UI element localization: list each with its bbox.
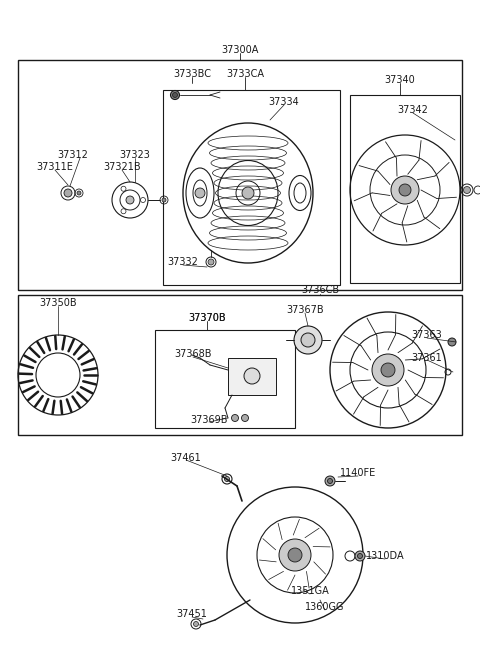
Bar (228, 358, 276, 395)
Circle shape (327, 478, 333, 484)
Circle shape (399, 184, 411, 196)
Text: 1140FE: 1140FE (340, 468, 376, 478)
Circle shape (172, 93, 178, 97)
Text: 37300A: 37300A (221, 45, 259, 55)
Circle shape (225, 476, 229, 482)
Text: 37350B: 37350B (39, 298, 77, 308)
Circle shape (195, 188, 205, 198)
Circle shape (294, 326, 322, 354)
Circle shape (464, 187, 470, 194)
Text: 37451: 37451 (177, 609, 207, 619)
Circle shape (231, 415, 239, 422)
Circle shape (279, 539, 311, 571)
Circle shape (208, 259, 214, 265)
Bar (18, 295, 462, 435)
Text: 37363: 37363 (412, 330, 443, 340)
Text: 37323: 37323 (120, 150, 150, 160)
Circle shape (77, 191, 81, 195)
Text: 3733BC: 3733BC (173, 69, 211, 79)
Text: 37340: 37340 (384, 75, 415, 85)
Circle shape (391, 176, 419, 204)
Text: 3733CA: 3733CA (226, 69, 264, 79)
Circle shape (162, 198, 166, 202)
Circle shape (170, 91, 180, 99)
Text: 1360GG: 1360GG (305, 602, 345, 612)
Text: 37370B: 37370B (188, 313, 226, 323)
Circle shape (126, 196, 134, 204)
Circle shape (64, 189, 72, 197)
Text: 3736CB: 3736CB (301, 285, 339, 295)
Text: 37368B: 37368B (174, 349, 212, 359)
Text: 37370B: 37370B (188, 313, 226, 323)
Circle shape (381, 363, 395, 377)
Bar (163, 90, 340, 285)
Text: 37361: 37361 (412, 353, 443, 363)
Circle shape (325, 476, 335, 486)
Bar (350, 95, 460, 283)
Text: 1351GA: 1351GA (290, 586, 329, 596)
Circle shape (193, 622, 199, 627)
Circle shape (358, 553, 362, 558)
Bar (155, 330, 295, 428)
Circle shape (301, 333, 315, 347)
Text: 37321B: 37321B (103, 162, 141, 172)
Circle shape (242, 187, 254, 199)
Text: 37369B: 37369B (190, 415, 228, 425)
Text: 37342: 37342 (397, 105, 429, 115)
Circle shape (448, 338, 456, 346)
Text: 37461: 37461 (170, 453, 202, 463)
Circle shape (372, 354, 404, 386)
Circle shape (288, 548, 302, 562)
Text: 37367B: 37367B (286, 305, 324, 315)
Text: 1310DA: 1310DA (366, 551, 404, 561)
Circle shape (241, 415, 249, 422)
Text: 37311E: 37311E (36, 162, 73, 172)
Bar (18, 60, 462, 290)
Circle shape (355, 551, 365, 561)
Text: 37332: 37332 (168, 257, 198, 267)
Circle shape (244, 368, 260, 384)
Text: 37312: 37312 (58, 150, 88, 160)
Text: 37334: 37334 (269, 97, 300, 107)
